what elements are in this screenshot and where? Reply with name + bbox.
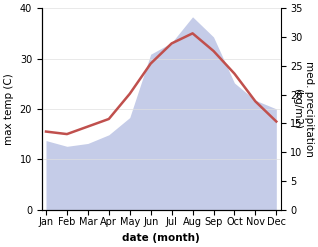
Y-axis label: max temp (C): max temp (C) <box>4 73 14 145</box>
X-axis label: date (month): date (month) <box>122 233 200 243</box>
Y-axis label: med. precipitation
(kg/m2): med. precipitation (kg/m2) <box>292 61 314 157</box>
